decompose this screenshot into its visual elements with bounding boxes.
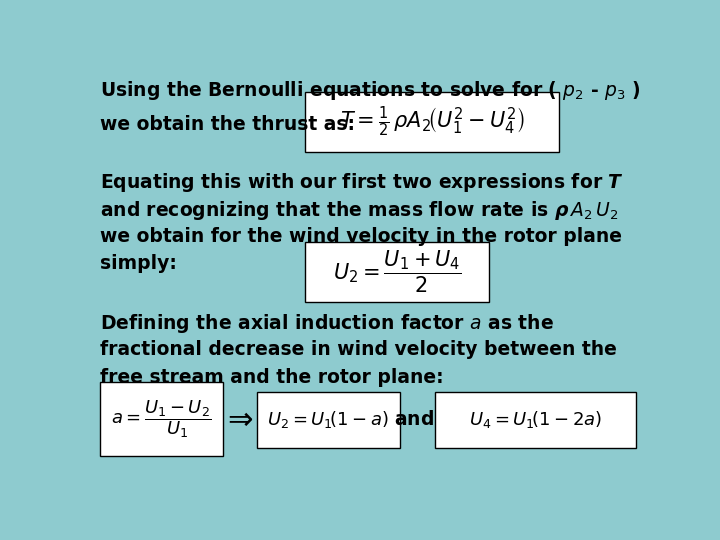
Text: free stream and the rotor plane:: free stream and the rotor plane: [100, 368, 444, 387]
Text: we obtain the thrust as:: we obtain the thrust as: [100, 114, 355, 134]
Text: Equating this with our first two expressions for $\boldsymbol{T}$: Equating this with our first two express… [100, 171, 624, 194]
Text: Defining the axial induction factor $\mathit{a}$ as the: Defining the axial induction factor $\ma… [100, 312, 554, 335]
Text: we obtain for the wind velocity in the rotor plane: we obtain for the wind velocity in the r… [100, 227, 622, 246]
FancyBboxPatch shape [435, 392, 636, 448]
FancyBboxPatch shape [305, 92, 559, 152]
FancyBboxPatch shape [100, 382, 222, 456]
FancyBboxPatch shape [258, 392, 400, 448]
Text: $U_2 = \dfrac{U_1 + U_4}{2}$: $U_2 = \dfrac{U_1 + U_4}{2}$ [333, 249, 462, 295]
Text: $a = \dfrac{U_1 - U_2}{U_1}$: $a = \dfrac{U_1 - U_2}{U_1}$ [111, 399, 212, 440]
Text: $U_4 = U_1\!\left(1 - 2a\right)$: $U_4 = U_1\!\left(1 - 2a\right)$ [469, 409, 602, 430]
FancyBboxPatch shape [305, 241, 489, 302]
Text: $\mathbf{and}$: $\mathbf{and}$ [394, 410, 433, 429]
Text: Using the Bernoulli equations to solve for ( $\boldsymbol{p_2}$ - $\boldsymbol{p: Using the Bernoulli equations to solve f… [100, 79, 641, 103]
Text: fractional decrease in wind velocity between the: fractional decrease in wind velocity bet… [100, 340, 617, 359]
Text: and recognizing that the mass flow rate is $\boldsymbol{\rho\,A_2\,U_2}$: and recognizing that the mass flow rate … [100, 199, 618, 222]
Text: $\Rightarrow$: $\Rightarrow$ [222, 405, 254, 434]
Text: $U_2 = U_1\!\left(1 - a\right)$: $U_2 = U_1\!\left(1 - a\right)$ [267, 409, 389, 430]
Text: simply:: simply: [100, 254, 177, 273]
Text: $T = \frac{1}{2}\,\rho A_2\!\left(U_1^{2} - U_4^{2}\right)$: $T = \frac{1}{2}\,\rho A_2\!\left(U_1^{2… [340, 105, 524, 139]
